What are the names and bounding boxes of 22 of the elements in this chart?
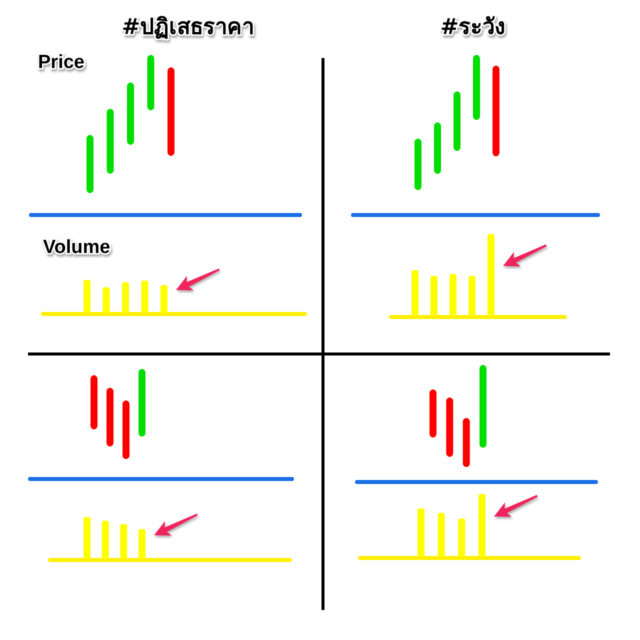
bar bbox=[418, 508, 424, 557]
bar bbox=[458, 518, 466, 557]
bar bbox=[478, 494, 486, 557]
bar bbox=[450, 274, 456, 316]
bar bbox=[438, 512, 445, 557]
bar bbox=[84, 517, 90, 559]
bar bbox=[84, 280, 90, 313]
bar bbox=[488, 234, 494, 316]
bar bbox=[430, 276, 438, 316]
bar bbox=[468, 276, 476, 316]
bar bbox=[141, 280, 148, 313]
chart-title: #ระวัง bbox=[440, 15, 506, 40]
y-axis-title: Price bbox=[38, 52, 84, 73]
y-axis-title: Volume bbox=[43, 237, 110, 258]
bar bbox=[122, 282, 129, 313]
bar bbox=[120, 524, 128, 559]
bar bbox=[138, 529, 146, 559]
bar bbox=[102, 520, 109, 559]
bar bbox=[160, 284, 168, 313]
bar bbox=[102, 287, 110, 313]
chart-title: #ปฏิเสธราคา bbox=[122, 15, 254, 40]
bar bbox=[412, 270, 418, 316]
